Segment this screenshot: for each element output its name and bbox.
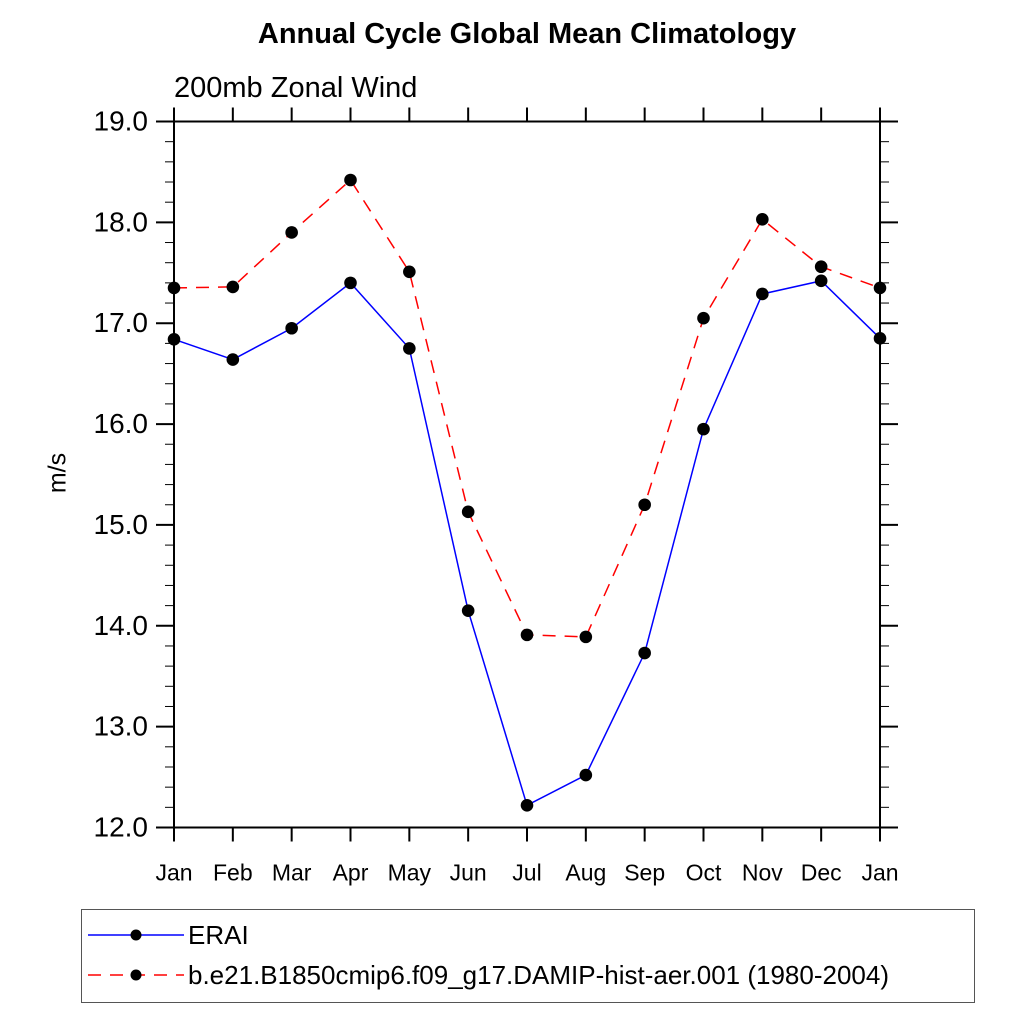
legend-marker-dot [130,969,142,981]
legend-item-model: b.e21.B1850cmip6.f09_g17.DAMIP-hist-aer.… [84,955,974,995]
plot-frame [173,120,881,829]
data-point-erai-apr-3 [344,276,357,290]
y-tick-label: 14.0 [94,610,149,641]
y-tick-label: 15.0 [94,509,149,540]
x-tick-label: Dec [801,860,842,886]
series-line-model [173,178,881,638]
x-tick-label: Nov [742,860,783,886]
y-tick-label: 13.0 [94,711,149,742]
legend-label-erai: ERAI [188,919,249,950]
data-point-erai-oct-9 [697,422,710,436]
x-tick-label: Aug [565,860,606,886]
x-tick-label: Mar [272,860,312,886]
data-point-erai-may-4 [403,342,416,355]
data-point-erai-jun-5 [461,604,475,617]
x-tick-label: Jan [861,860,898,886]
x-tick-label: May [388,860,432,886]
x-tick-label: Sep [624,860,665,886]
data-point-erai-feb-1 [226,353,240,366]
data-point-model-jan-0 [167,281,181,295]
data-point-erai-aug-7 [579,768,593,782]
data-point-model-mar-2 [285,226,298,239]
data-point-model-sep-8 [638,498,651,512]
data-point-model-jan-12 [873,281,887,295]
data-point-model-oct-9 [697,311,710,325]
data-point-model-apr-3 [344,173,357,187]
x-tick-label: Jun [450,860,487,886]
legend: ERAI b.e21.B1850cmip6.f09_g17.DAMIP-hist… [81,909,975,1003]
data-point-erai-jan-0 [167,333,181,346]
chart-title: Annual Cycle Global Mean Climatology [257,18,797,50]
legend-label-model: b.e21.B1850cmip6.f09_g17.DAMIP-hist-aer.… [188,959,889,990]
x-tick-label: Feb [213,860,253,886]
series-line-erai [173,280,881,807]
data-point-erai-mar-2 [285,321,298,335]
data-point-erai-nov-10 [756,287,769,301]
chart-subtitle: 200mb Zonal Wind [174,72,418,104]
data-point-model-nov-10 [756,213,769,226]
y-tick-label: 17.0 [94,307,149,338]
data-point-erai-jul-6 [520,799,534,812]
x-tick-label: Oct [686,860,722,886]
x-tick-label: Apr [333,860,369,886]
data-point-model-jun-5 [461,505,475,519]
legend-line-sample-dashed-red [88,969,184,981]
data-point-model-may-4 [403,265,416,279]
data-point-erai-dec-11 [814,274,828,288]
data-point-model-feb-1 [226,280,240,294]
y-tick-label: 18.0 [94,206,149,237]
y-tick-label: 12.0 [94,812,149,843]
data-point-model-jul-6 [520,628,534,642]
legend-line-sample-solid-blue [88,929,184,941]
x-tick-label: Jul [512,860,541,886]
legend-marker-dot [130,929,142,941]
y-tick-label: 19.0 [94,106,149,137]
data-point-erai-sep-8 [638,646,651,660]
x-tick-label: Jan [155,860,192,886]
y-tick-label: 16.0 [94,408,149,439]
data-point-model-dec-11 [814,260,828,274]
data-point-erai-jan-12 [873,332,887,345]
data-point-model-aug-7 [579,630,593,644]
legend-item-erai: ERAI [84,915,974,955]
